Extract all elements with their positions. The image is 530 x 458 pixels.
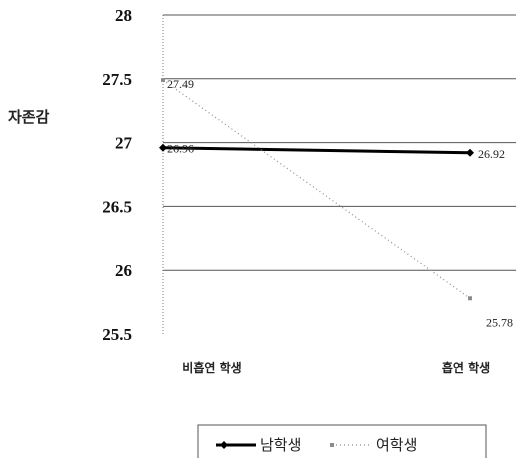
x-tick-label: 비흡연 학생 — [182, 360, 241, 375]
y-tick-label: 26.5 — [102, 197, 132, 216]
data-label: 27.49 — [167, 77, 194, 91]
data-label: 26.92 — [478, 147, 505, 161]
data-labels: 26.96 26.92 27.49 25.78 — [167, 77, 513, 329]
y-tick-label: 27.5 — [102, 70, 132, 89]
y-axis-label: 자존감 — [8, 108, 50, 126]
grid-lines — [163, 78, 516, 271]
series-lines — [159, 78, 474, 301]
legend-label: 여학생 — [376, 436, 417, 454]
legend: 남학생 여학생 — [197, 424, 487, 458]
y-tick-label: 25.5 — [102, 325, 132, 344]
data-point — [161, 78, 165, 83]
data-label: 25.78 — [486, 315, 513, 329]
legend-marker — [220, 441, 228, 449]
series-line — [162, 146, 471, 155]
plot-frame — [162, 14, 516, 334]
y-tick-label: 26 — [115, 261, 132, 280]
x-tick-labels: 비흡연 학생 흡연 학생 — [182, 360, 490, 375]
y-tick-label: 27 — [115, 134, 133, 153]
legend-marker — [330, 443, 334, 447]
legend-box — [197, 424, 487, 458]
series-line — [162, 79, 471, 299]
y-tick-label: 28 — [115, 6, 132, 25]
y-tick-labels: 28 27.5 27 26.5 26 25.5 — [102, 6, 132, 344]
x-tick-label: 흡연 학생 — [442, 360, 490, 375]
legend-label: 남학생 — [260, 436, 301, 454]
data-label: 26.96 — [167, 142, 194, 156]
data-point — [466, 148, 474, 157]
data-point — [159, 143, 167, 152]
data-point — [468, 296, 472, 301]
